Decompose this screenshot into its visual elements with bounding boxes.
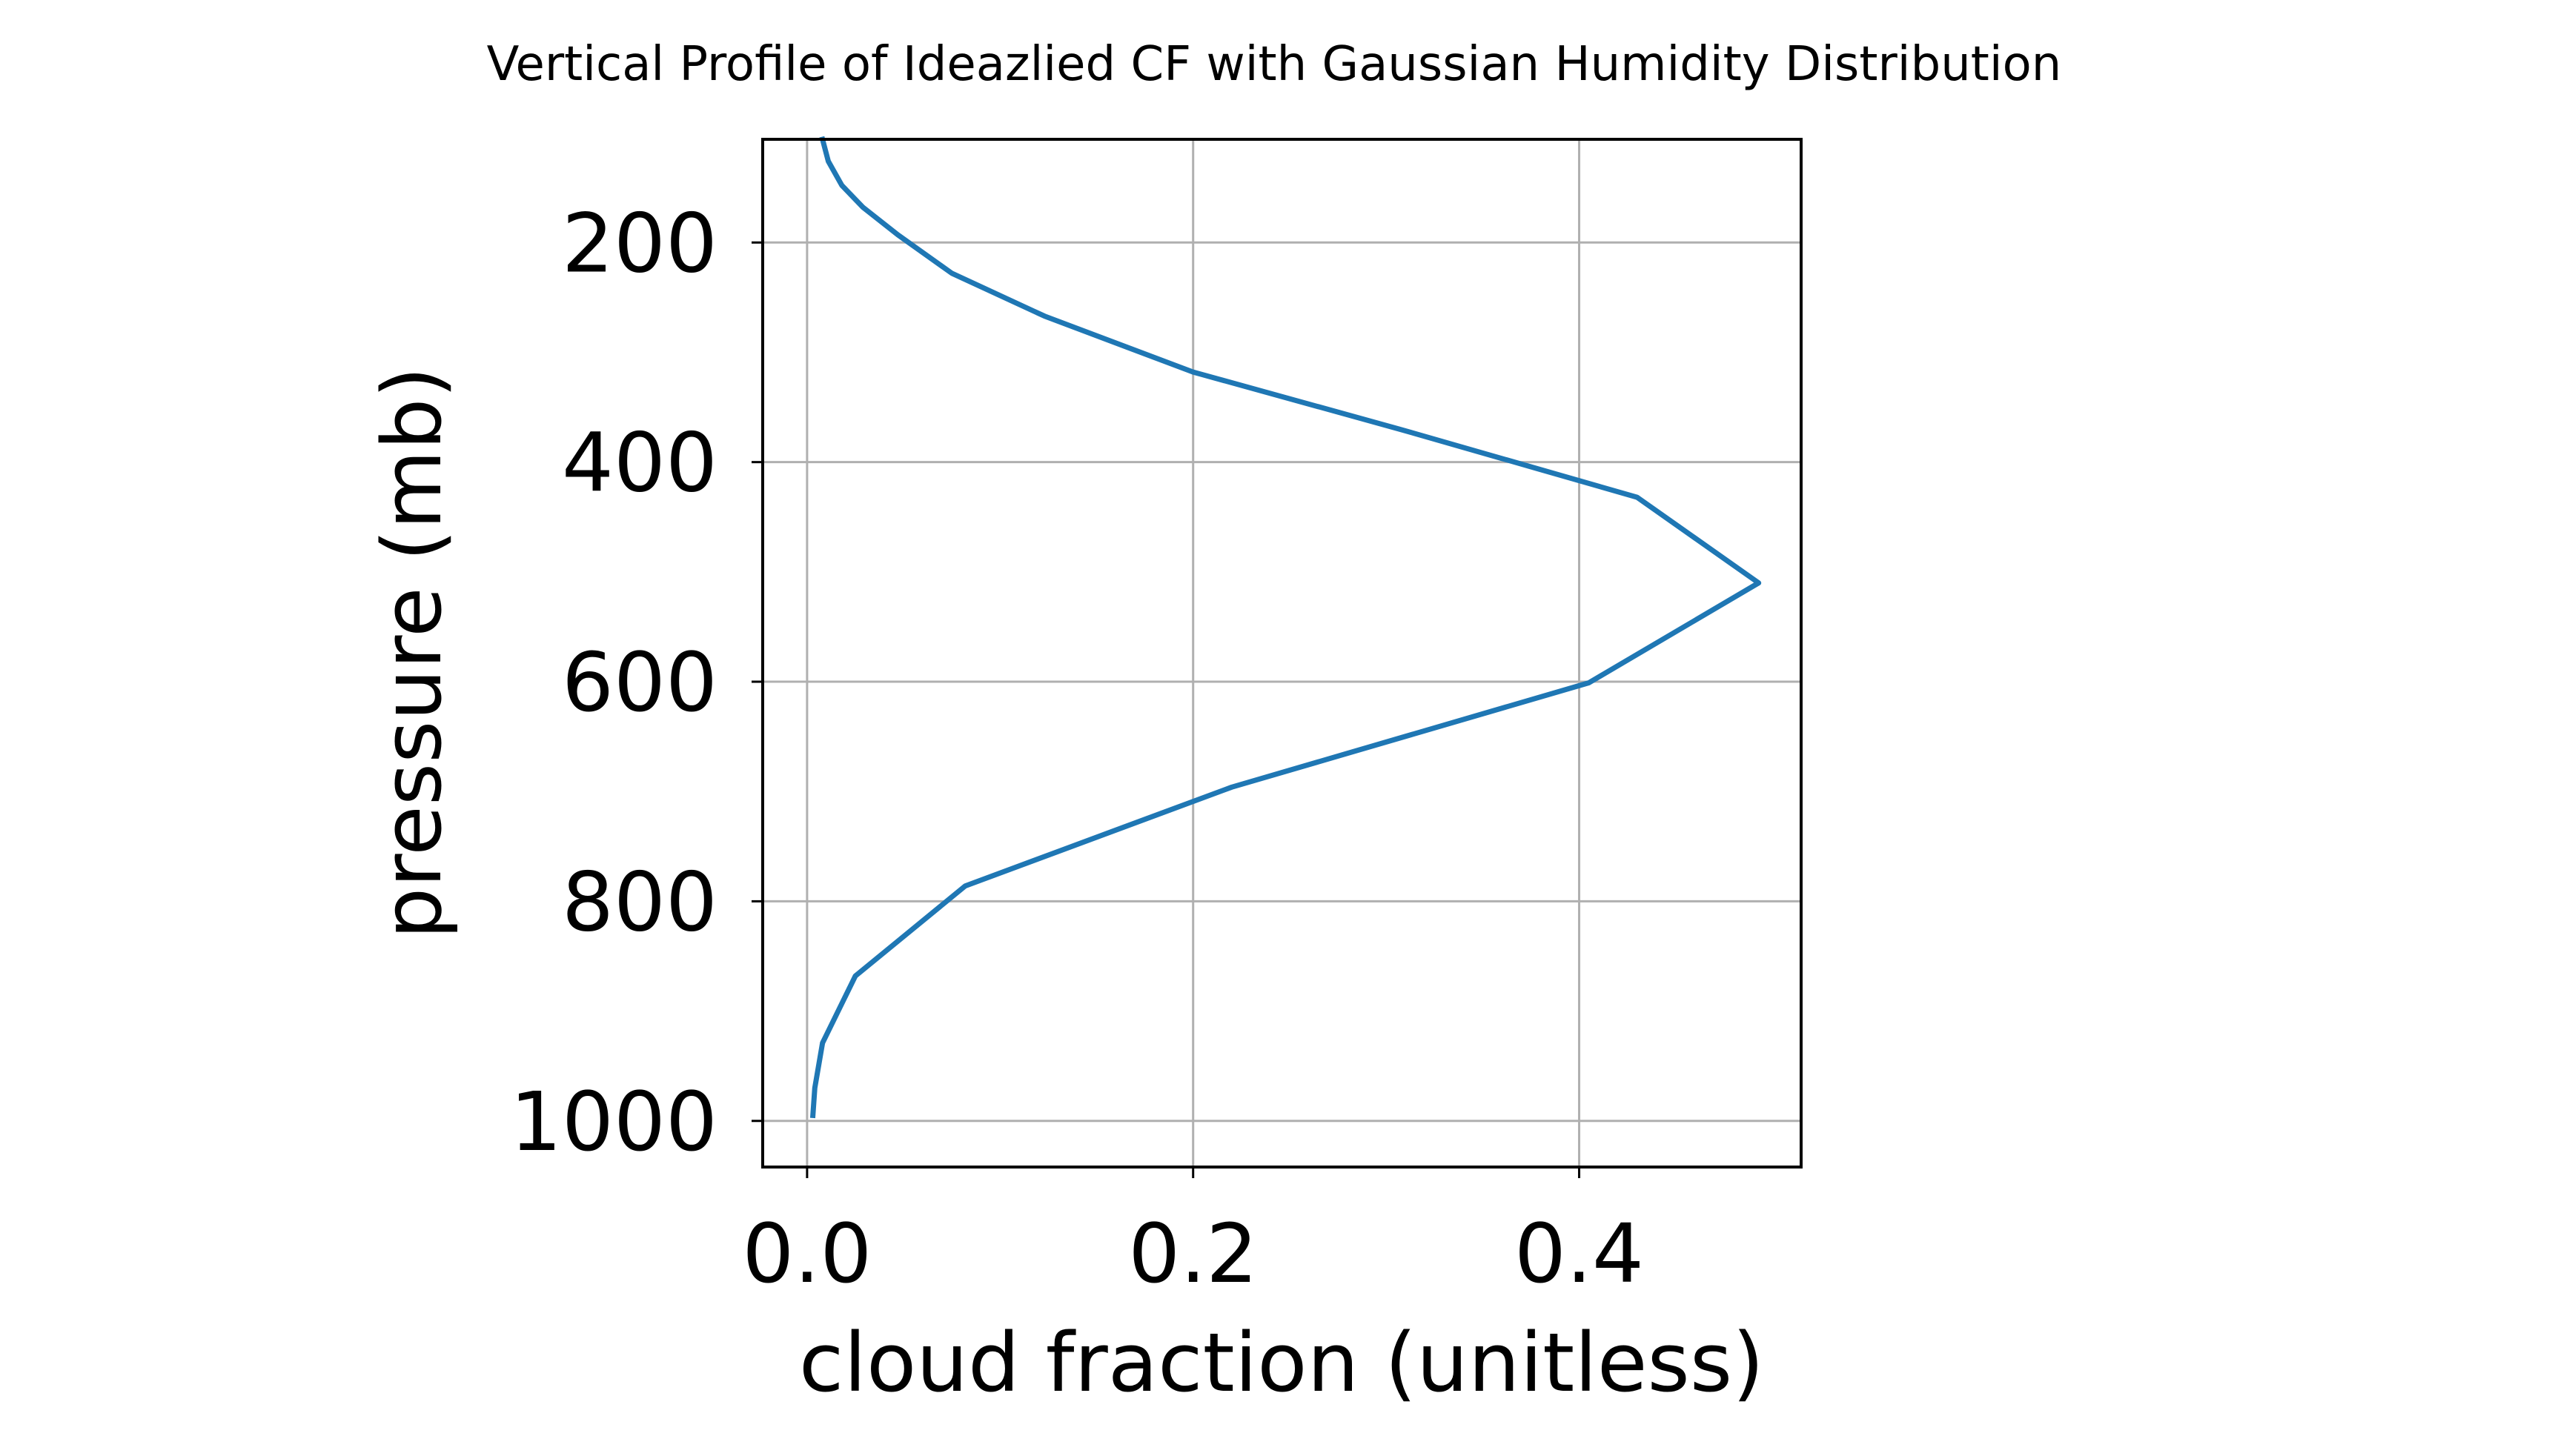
x-tick-label: 0.4 (1514, 1206, 1644, 1301)
y-tick-label: 600 (562, 635, 717, 730)
grid (763, 139, 1801, 1167)
y-tick-label: 1000 (510, 1074, 717, 1169)
y-axis: 200 400 600 800 1000 (510, 196, 763, 1169)
x-tick-label: 0.0 (742, 1206, 872, 1301)
chart-title: Vertical Profile of Ideazlied CF with Ga… (487, 37, 2062, 92)
y-tick-label: 200 (562, 196, 717, 290)
series-line (809, 136, 1762, 1119)
y-axis-label: pressure (mb) (365, 367, 460, 940)
x-axis-label: cloud fraction (unitless) (799, 1315, 1764, 1410)
y-tick-label: 800 (562, 854, 717, 949)
y-tick-label: 400 (562, 416, 717, 511)
x-tick-label: 0.2 (1128, 1206, 1258, 1301)
plot-frame (761, 138, 1803, 1169)
x-axis: 0.0 0.2 0.4 (742, 1167, 1644, 1301)
